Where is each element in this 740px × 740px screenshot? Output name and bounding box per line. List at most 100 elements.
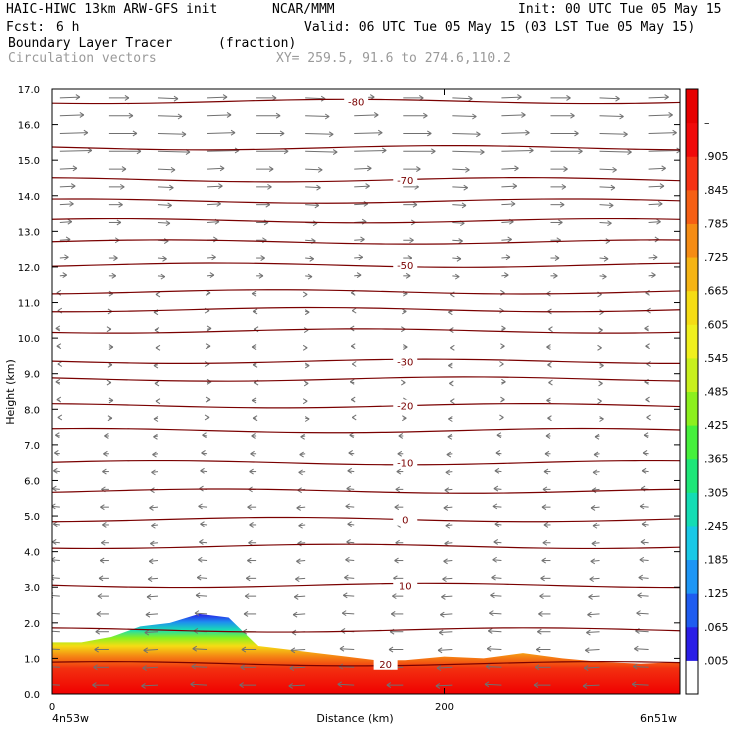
init-time: Init: 00 UTC Tue 05 May 15	[518, 2, 722, 17]
wind-vector	[200, 467, 208, 474]
wind-vector	[98, 575, 109, 582]
colorbar-swatch	[686, 290, 698, 325]
wind-vector	[243, 611, 257, 617]
wind-vector	[592, 522, 600, 529]
wind-vector	[396, 468, 404, 475]
wind-vector	[108, 201, 123, 208]
wind-vector	[392, 593, 404, 600]
wind-vector	[155, 398, 161, 405]
wind-vector	[496, 432, 502, 439]
temperature-contours: -80 -70 -50 -30 -20 -10 0 10 20	[52, 95, 680, 671]
wind-vector	[302, 398, 308, 405]
wind-vector	[589, 576, 600, 583]
wind-vector	[108, 219, 122, 226]
y-tick-label: 2.0	[24, 619, 40, 630]
wind-vector	[52, 684, 60, 686]
contour-label: 10	[399, 581, 412, 592]
contour-label: -30	[397, 357, 413, 368]
org-label: NCAR/MMM	[272, 2, 335, 17]
model-title: HAIC-HIWC 13km ARW-GFS init	[6, 2, 218, 17]
wind-vector	[452, 202, 467, 209]
wind-vector	[646, 414, 651, 421]
wind-vector	[438, 629, 453, 636]
wind-vector	[349, 378, 355, 385]
colorbar-frame	[685, 88, 699, 695]
wind-vector	[493, 485, 502, 492]
wind-vector	[244, 593, 257, 600]
wind-vector	[501, 272, 509, 278]
wind-vector	[394, 504, 404, 511]
wind-vector	[631, 681, 649, 688]
wind-vector	[343, 592, 355, 599]
colorbar-label: .245	[704, 520, 729, 533]
wind-vector	[452, 149, 485, 156]
wind-vector	[337, 681, 355, 688]
wind-vector	[501, 165, 519, 172]
y-tick-label: 10.0	[18, 334, 40, 345]
wind-vector	[500, 343, 505, 350]
wind-vector	[157, 202, 172, 209]
right-endpoint-label: 6n51w	[640, 712, 677, 725]
temperature-contour-line	[52, 543, 680, 550]
colorbar-label: .725	[704, 251, 729, 264]
plot-frame	[51, 88, 681, 695]
wind-vector	[441, 594, 453, 600]
wind-vector	[143, 647, 159, 654]
wind-vector	[490, 592, 502, 599]
wind-vector	[403, 237, 414, 244]
y-tick-label: 12.0	[18, 263, 40, 274]
wind-vector	[445, 469, 453, 476]
wind-vector	[550, 201, 565, 208]
wind-vector	[108, 166, 127, 172]
wind-vector	[543, 522, 551, 528]
wind-vector	[403, 201, 418, 208]
wind-vector	[598, 380, 603, 387]
wind-vector	[403, 344, 408, 350]
wind-vector	[634, 645, 649, 652]
wind-vector	[52, 539, 60, 545]
wind-vector	[150, 540, 159, 547]
wind-vector	[52, 610, 60, 616]
wind-vector	[256, 130, 285, 137]
wind-vector	[251, 290, 257, 297]
axes: 0.0 1.0 2.0 3.0 4.0 5.0 6.0 7.0 8.0 9.0 10.0 11.0 12…	[18, 85, 680, 713]
temperature-contour-line	[52, 459, 680, 466]
wind-vector	[489, 610, 502, 617]
temperature-contour-line	[52, 289, 680, 295]
wind-vector	[148, 558, 159, 565]
wind-vector	[56, 289, 62, 296]
wind-vector	[52, 503, 60, 510]
wind-vector	[403, 272, 411, 279]
wind-vector	[598, 327, 603, 333]
contour-label: -10	[397, 459, 413, 470]
wind-vector	[347, 467, 355, 474]
colorbar-swatch	[686, 660, 698, 695]
wind-vector	[402, 415, 407, 422]
wind-vector	[157, 184, 174, 191]
wind-vector	[550, 130, 579, 137]
y-tick-label: 17.0	[18, 85, 40, 96]
wind-vector	[57, 361, 63, 367]
wind-vector	[443, 505, 453, 511]
wind-vector	[347, 521, 355, 528]
wind-vector	[485, 663, 502, 670]
y-tick-label: 7.0	[24, 441, 40, 452]
colorbar: .005 .065 .125 .185 .245 .305 .365 .425 .485 .545…	[685, 88, 729, 695]
colorbar-label: .305	[704, 486, 729, 499]
wind-vector	[154, 380, 160, 387]
wind-vector	[305, 166, 323, 173]
wind-vector	[106, 326, 112, 333]
wind-vector	[435, 682, 453, 689]
wind-vector	[298, 522, 306, 529]
wind-vector	[247, 504, 257, 511]
wind-vector	[403, 112, 428, 119]
wind-vector	[151, 522, 159, 529]
colorbar-swatch	[686, 189, 698, 224]
wind-vector	[151, 469, 159, 476]
wind-vector	[599, 166, 617, 173]
wind-vector	[108, 183, 125, 190]
colorbar-label: .005	[704, 654, 729, 667]
wind-vector	[501, 129, 530, 136]
temperature-contour-line	[52, 582, 680, 589]
wind-vector	[305, 184, 321, 191]
